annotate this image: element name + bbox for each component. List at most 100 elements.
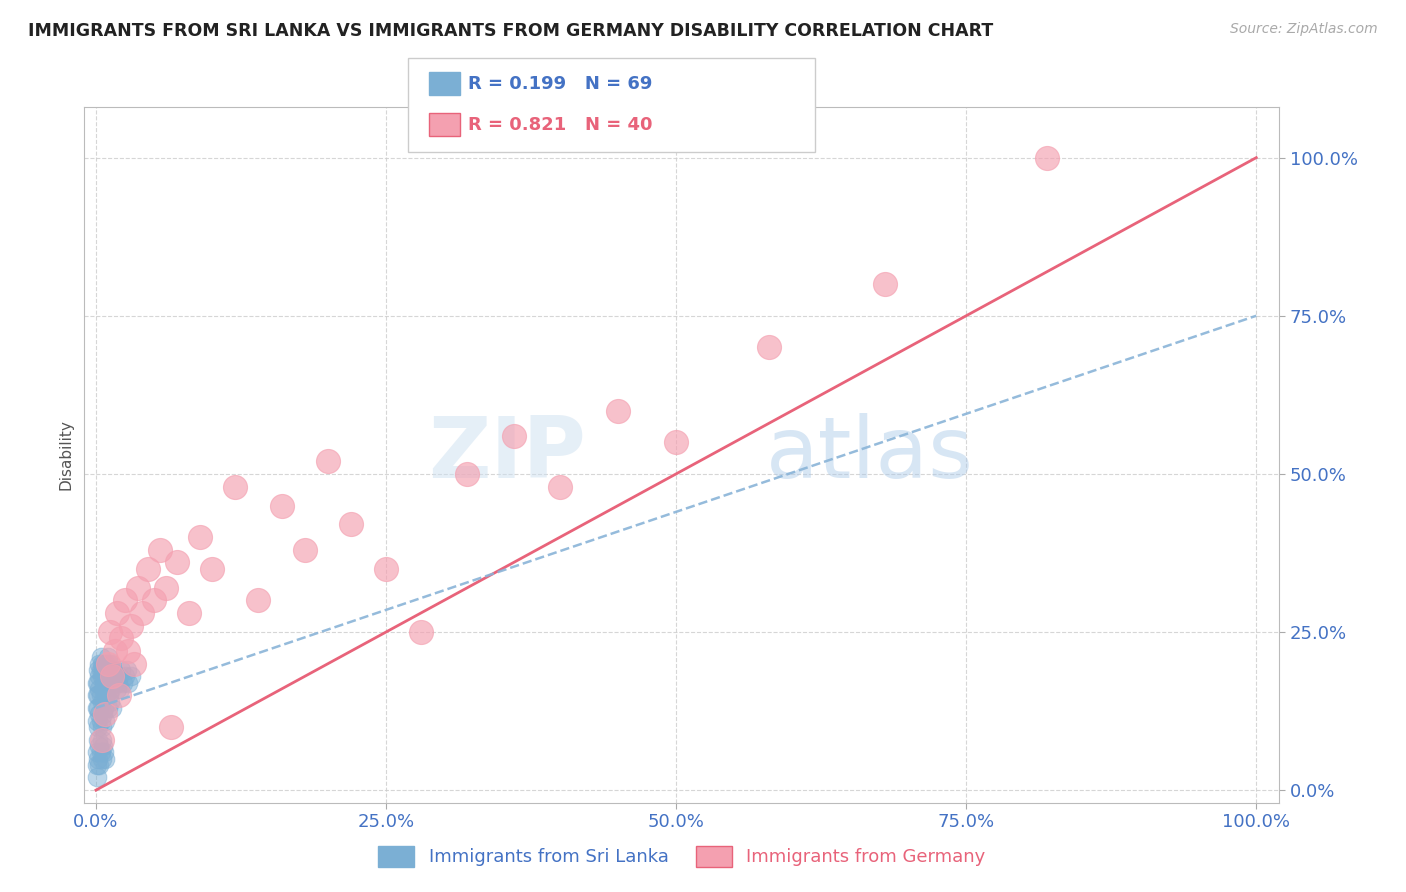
Point	[90, 657, 112, 671]
Text: IMMIGRANTS FROM SRI LANKA VS IMMIGRANTS FROM GERMANY DISABILITY CORRELATION CHAR: IMMIGRANTS FROM SRI LANKA VS IMMIGRANTS …	[28, 22, 994, 40]
Point	[136, 562, 159, 576]
Point	[87, 688, 110, 702]
Point	[110, 681, 132, 696]
Point	[89, 757, 111, 772]
Point	[149, 542, 172, 557]
Point	[86, 757, 108, 772]
Point	[873, 277, 896, 292]
Point	[122, 657, 145, 671]
Point	[96, 657, 118, 671]
Point	[89, 681, 111, 696]
Point	[94, 714, 117, 728]
Point	[270, 499, 292, 513]
Point	[201, 562, 224, 576]
Point	[90, 732, 112, 747]
Point	[87, 701, 110, 715]
Point	[94, 663, 117, 677]
Point	[111, 675, 134, 690]
Point	[105, 606, 128, 620]
Point	[101, 669, 124, 683]
Point	[90, 688, 112, 702]
Point	[117, 644, 139, 658]
Point	[758, 340, 780, 354]
Point	[97, 701, 120, 715]
Point	[90, 695, 112, 709]
Point	[90, 745, 112, 759]
Point	[94, 707, 117, 722]
Point	[107, 675, 129, 690]
Point	[114, 593, 136, 607]
Point	[86, 675, 108, 690]
Point	[294, 542, 316, 557]
Point	[91, 663, 114, 677]
Point	[120, 669, 142, 683]
Point	[103, 644, 125, 658]
Point	[127, 581, 149, 595]
Point	[90, 751, 112, 765]
Point	[316, 454, 339, 468]
Point	[89, 739, 111, 753]
Point	[502, 429, 524, 443]
Legend: Immigrants from Sri Lanka, Immigrants from Germany: Immigrants from Sri Lanka, Immigrants fr…	[371, 838, 993, 874]
Point	[87, 751, 110, 765]
Point	[166, 556, 188, 570]
Point	[97, 650, 120, 665]
Point	[91, 681, 114, 696]
Point	[117, 675, 139, 690]
Point	[409, 625, 432, 640]
Point	[177, 606, 200, 620]
Point	[90, 714, 112, 728]
Point	[340, 517, 363, 532]
Point	[86, 688, 108, 702]
Point	[97, 657, 120, 671]
Point	[155, 581, 177, 595]
Point	[87, 732, 110, 747]
Point	[89, 707, 111, 722]
Point	[93, 745, 115, 759]
Point	[97, 669, 120, 683]
Point	[97, 688, 120, 702]
Point	[548, 479, 571, 493]
Point	[100, 681, 122, 696]
Point	[98, 663, 121, 677]
Point	[90, 650, 112, 665]
Point	[87, 663, 110, 677]
Point	[89, 657, 111, 671]
Point	[607, 403, 630, 417]
Point	[93, 675, 115, 690]
Point	[86, 714, 108, 728]
Point	[90, 663, 112, 677]
Text: Source: ZipAtlas.com: Source: ZipAtlas.com	[1230, 22, 1378, 37]
Point	[90, 732, 112, 747]
Point	[375, 562, 398, 576]
Point	[108, 669, 131, 683]
Text: atlas: atlas	[765, 413, 973, 497]
Point	[93, 701, 115, 715]
Point	[94, 681, 117, 696]
Point	[101, 669, 124, 683]
Point	[98, 695, 121, 709]
Point	[114, 669, 136, 683]
Point	[90, 720, 112, 734]
Point	[103, 663, 125, 677]
Point	[86, 771, 108, 785]
Point	[100, 657, 122, 671]
Point	[117, 663, 139, 677]
Point	[101, 701, 124, 715]
Point	[224, 479, 246, 493]
Text: R = 0.199   N = 69: R = 0.199 N = 69	[468, 75, 652, 93]
Point	[86, 745, 108, 759]
Text: ZIP: ZIP	[429, 413, 586, 497]
Point	[120, 618, 142, 632]
Point	[131, 606, 153, 620]
Point	[87, 720, 110, 734]
Point	[91, 739, 114, 753]
Point	[96, 688, 118, 702]
Point	[104, 669, 127, 683]
Point	[93, 657, 115, 671]
Point	[1036, 151, 1059, 165]
Point	[94, 751, 117, 765]
Point	[89, 669, 111, 683]
Point	[91, 707, 114, 722]
Point	[90, 669, 112, 683]
